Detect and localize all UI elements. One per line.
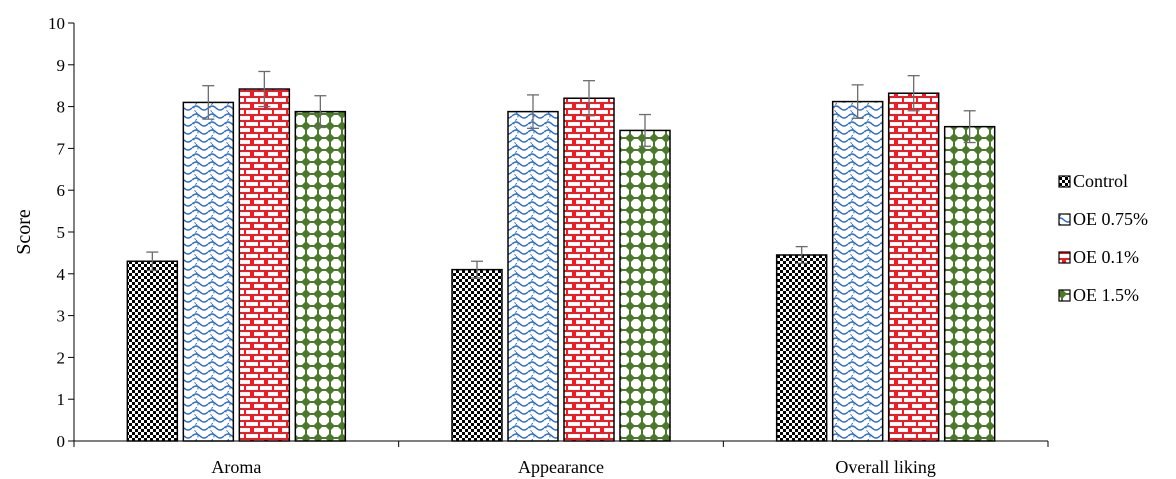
y-tick-label: 2 bbox=[57, 348, 66, 367]
y-axis-title: Score bbox=[13, 209, 35, 255]
y-tick-label: 0 bbox=[57, 432, 66, 451]
bar bbox=[619, 129, 671, 442]
bar bbox=[887, 92, 940, 442]
legend-label: OE 0.75% bbox=[1073, 209, 1148, 229]
y-tick-label: 6 bbox=[57, 181, 66, 200]
bar bbox=[294, 110, 347, 442]
x-category-label: Appearance bbox=[518, 457, 604, 477]
bar bbox=[563, 97, 615, 442]
bar bbox=[238, 88, 291, 442]
legend-swatch bbox=[1058, 213, 1071, 226]
bar bbox=[775, 254, 828, 442]
y-tick-label: 4 bbox=[57, 265, 66, 284]
legend-label: OE 1.5% bbox=[1073, 285, 1139, 305]
y-tick-label: 5 bbox=[57, 223, 66, 242]
legend-label: OE 0.1% bbox=[1073, 247, 1139, 267]
legend-swatch bbox=[1058, 175, 1071, 188]
y-tick-label: 7 bbox=[57, 139, 66, 158]
y-tick-label: 3 bbox=[57, 307, 66, 326]
legend-swatch bbox=[1058, 251, 1071, 264]
y-tick-label: 8 bbox=[57, 98, 66, 117]
legend-swatch bbox=[1058, 289, 1071, 302]
x-category-label: Overall liking bbox=[835, 457, 935, 477]
y-tick-label: 10 bbox=[48, 14, 65, 33]
bar bbox=[943, 125, 996, 442]
y-tick-label: 9 bbox=[57, 56, 66, 75]
bar bbox=[451, 268, 503, 442]
legend-label: Control bbox=[1073, 171, 1128, 191]
bar bbox=[507, 110, 559, 442]
bar bbox=[831, 100, 884, 442]
x-category-label: Aroma bbox=[211, 457, 261, 477]
y-tick-label: 1 bbox=[57, 390, 66, 409]
bar bbox=[182, 101, 235, 442]
bar bbox=[126, 260, 179, 442]
